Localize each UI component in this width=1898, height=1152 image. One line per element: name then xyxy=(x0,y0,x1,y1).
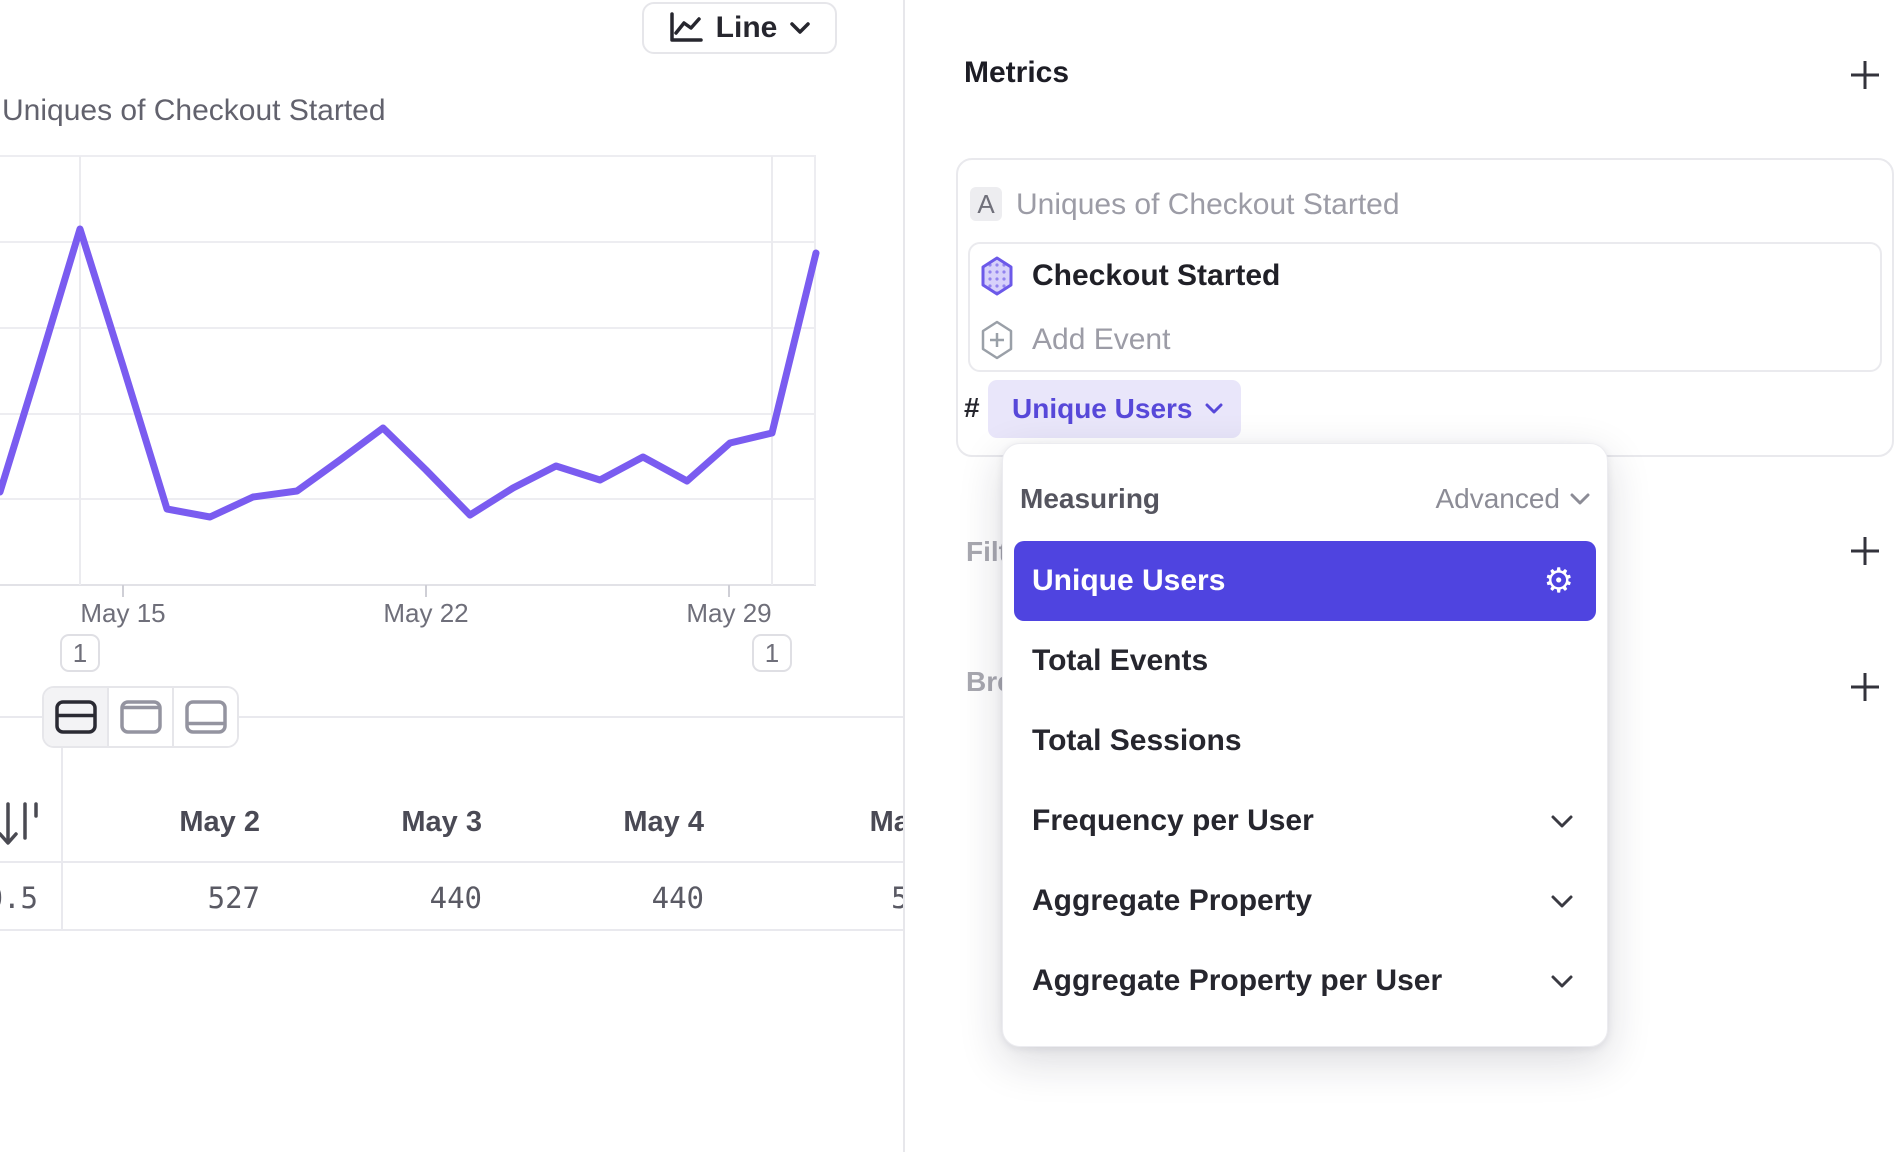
plus-icon xyxy=(1851,673,1879,701)
x-axis-tick-label: May 15 xyxy=(80,598,165,628)
measuring-options-list: Unique Users ⚙ Total Events Total Sessions F… xyxy=(1014,541,1596,1021)
table-cell: 440 xyxy=(429,881,482,915)
line-chart: May 15 May 22 May 29 xyxy=(0,155,820,628)
table-column-header: May 4 xyxy=(623,806,704,838)
aggregation-prefix: # xyxy=(964,392,980,423)
chevron-down-icon xyxy=(1550,894,1574,909)
table-cell: 527 xyxy=(207,881,260,915)
measure-option-label: Aggregate Property xyxy=(1032,884,1313,917)
measure-option-total-events[interactable]: Total Events xyxy=(1014,621,1596,701)
measure-option-aggregate-property-per-user[interactable]: Aggregate Property per User xyxy=(1014,941,1596,1021)
event-hexagon-icon xyxy=(981,256,1013,296)
chevron-down-icon xyxy=(790,22,811,34)
measure-option-label: Total Events xyxy=(1032,644,1209,677)
table-layout-toggle xyxy=(42,686,239,748)
layout-footer-bottom-icon xyxy=(184,700,227,734)
plus-icon xyxy=(1851,61,1879,89)
measure-option-aggregate-property[interactable]: Aggregate Property xyxy=(1014,861,1596,941)
event-card xyxy=(968,242,1882,372)
chevron-down-icon xyxy=(1205,403,1222,414)
query-builder-panel: Metrics A Uniques of Checkout Started Ch… xyxy=(903,0,1898,1152)
x-axis-tick-label: May 29 xyxy=(686,598,771,628)
measuring-mode-label: Advanced xyxy=(1435,483,1560,514)
measuring-header: Measuring xyxy=(1020,483,1161,514)
add-event-button[interactable]: Add Event xyxy=(1032,323,1171,356)
metric-title[interactable]: Uniques of Checkout Started xyxy=(1016,188,1400,221)
chevron-down-icon xyxy=(1550,974,1574,989)
measure-option-label: Unique Users xyxy=(1032,564,1226,597)
layout-option-header-top[interactable] xyxy=(107,688,172,746)
measure-option-unique-users[interactable]: Unique Users ⚙ xyxy=(1014,541,1596,621)
annotation-badge[interactable]: 1 xyxy=(752,634,792,672)
measure-option-label: Total Sessions xyxy=(1032,724,1242,757)
measure-option-label: Frequency per User xyxy=(1032,804,1314,837)
gear-icon[interactable]: ⚙ xyxy=(1543,561,1574,601)
table-cell: 51 xyxy=(726,876,926,920)
line-chart-icon xyxy=(669,12,703,42)
table-cell: 440 xyxy=(651,881,704,915)
chevron-down-icon xyxy=(1550,814,1574,829)
plus-icon xyxy=(1851,537,1879,565)
table-column-header: May 3 xyxy=(401,806,482,838)
measure-option-label: Aggregate Property per User xyxy=(1032,964,1443,997)
table-header-divider xyxy=(0,861,903,863)
table-frozen-cell: 0.5 xyxy=(0,881,38,915)
event-name[interactable]: Checkout Started xyxy=(1032,259,1281,292)
chart-type-button[interactable]: Line xyxy=(642,2,837,54)
table-column-header: May xyxy=(869,806,926,838)
x-axis-tick-label: May 22 xyxy=(383,598,468,628)
aggregation-chip[interactable]: Unique Users xyxy=(988,380,1241,438)
aggregation-chip-label: Unique Users xyxy=(1012,393,1193,424)
frozen-column-divider xyxy=(61,717,63,930)
sort-descending-icon[interactable] xyxy=(0,798,44,850)
metric-letter-badge: A xyxy=(970,187,1002,221)
chart-type-label: Line xyxy=(715,11,778,44)
add-metric-button[interactable] xyxy=(1846,56,1884,94)
table-row-divider xyxy=(0,929,903,931)
layout-option-footer-bottom[interactable] xyxy=(172,688,237,746)
table-top-border xyxy=(0,716,903,718)
series-line xyxy=(0,225,820,521)
chevron-down-icon xyxy=(1570,493,1590,504)
layout-option-split-rows[interactable] xyxy=(44,688,107,746)
layout-header-top-icon xyxy=(119,700,162,734)
layout-split-rows-icon xyxy=(54,700,97,734)
add-filter-button[interactable] xyxy=(1846,532,1884,570)
metrics-heading: Metrics xyxy=(964,56,1070,89)
annotation-badge[interactable]: 1 xyxy=(60,634,100,672)
measure-option-total-sessions[interactable]: Total Sessions xyxy=(1014,701,1596,781)
table-column-header: May 2 xyxy=(179,806,260,838)
add-event-hexagon-plus-icon xyxy=(981,320,1013,360)
measure-option-frequency-per-user[interactable]: Frequency per User xyxy=(1014,781,1596,861)
measuring-mode-selector[interactable]: Advanced xyxy=(1350,483,1590,515)
chart-title: Uniques of Checkout Started xyxy=(2,94,386,127)
add-breakdown-button[interactable] xyxy=(1846,668,1884,706)
